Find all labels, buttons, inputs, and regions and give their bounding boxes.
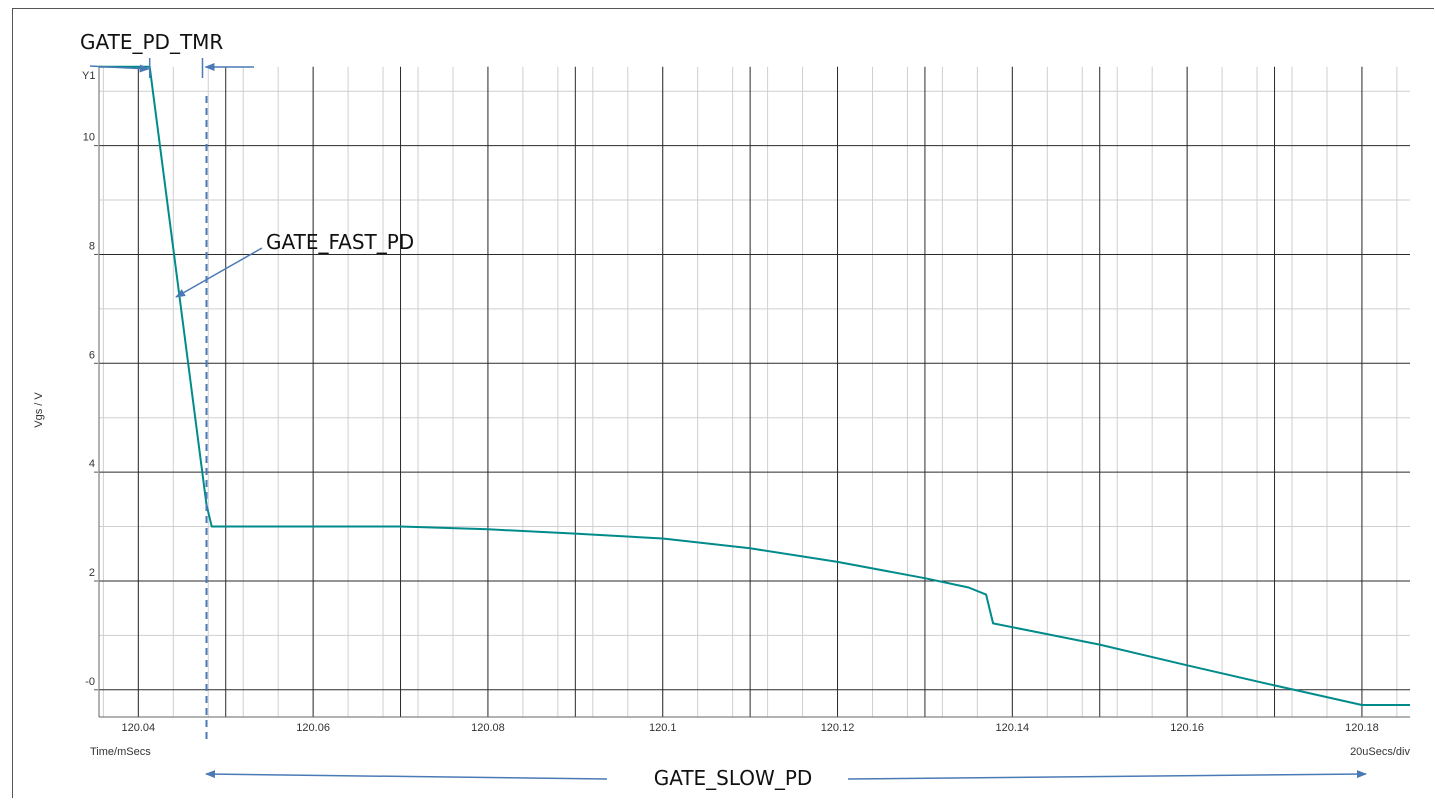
annotation-layer bbox=[89, 58, 1367, 780]
annotation-gate-slow-pd: GATE_SLOW_PD bbox=[654, 766, 813, 790]
y-tick-label: 10 bbox=[83, 132, 95, 144]
y-tick-label: 4 bbox=[89, 458, 95, 470]
chart-frame bbox=[12, 8, 1434, 798]
y-tick-label: -0 bbox=[85, 676, 95, 688]
x-tick-label: 120.16 bbox=[1170, 722, 1204, 734]
x-tick-label: 120.12 bbox=[821, 722, 855, 734]
x-tick-labels: 120.04 120.06 120.08 120.1 120.12 120.14 120.1… bbox=[122, 722, 1379, 734]
annotation-gate-fast-pd: GATE_FAST_PD bbox=[266, 230, 414, 254]
time-scale-label: 20uSecs/div bbox=[1350, 746, 1410, 758]
x-tick-label: 120.06 bbox=[296, 722, 330, 734]
x-tick-label: 120.18 bbox=[1345, 722, 1379, 734]
slow-pd-right-arrow bbox=[847, 770, 1367, 780]
annotation-gate-pd-tmr: GATE_PD_TMR bbox=[80, 30, 223, 54]
series-line-vgs bbox=[99, 65, 1410, 706]
y-tick-label: 6 bbox=[89, 349, 95, 361]
x-tick-label: 120.1 bbox=[649, 722, 677, 734]
slow-pd-left-arrow bbox=[205, 770, 608, 780]
x-tick-label: 120.04 bbox=[122, 722, 156, 734]
y-tick-label: 2 bbox=[89, 567, 95, 579]
x-tick-label: 120.08 bbox=[471, 722, 505, 734]
major-gridlines bbox=[98, 66, 1410, 718]
y-axis-label: Vgs / V bbox=[33, 392, 45, 428]
fast-pd-arrow bbox=[175, 247, 263, 298]
y-tick-label: 8 bbox=[89, 240, 95, 252]
x-tick-label: 120.14 bbox=[996, 722, 1030, 734]
minor-gridlines bbox=[99, 66, 1410, 717]
x-axis-label: Time/mSecs bbox=[90, 746, 151, 758]
y-tick-labels: -0 2 4 6 8 10 bbox=[83, 132, 98, 691]
pd-tmr-left-arrow bbox=[89, 64, 150, 73]
y-axis-name: Y1 bbox=[82, 70, 95, 82]
series-layer bbox=[99, 65, 1410, 706]
